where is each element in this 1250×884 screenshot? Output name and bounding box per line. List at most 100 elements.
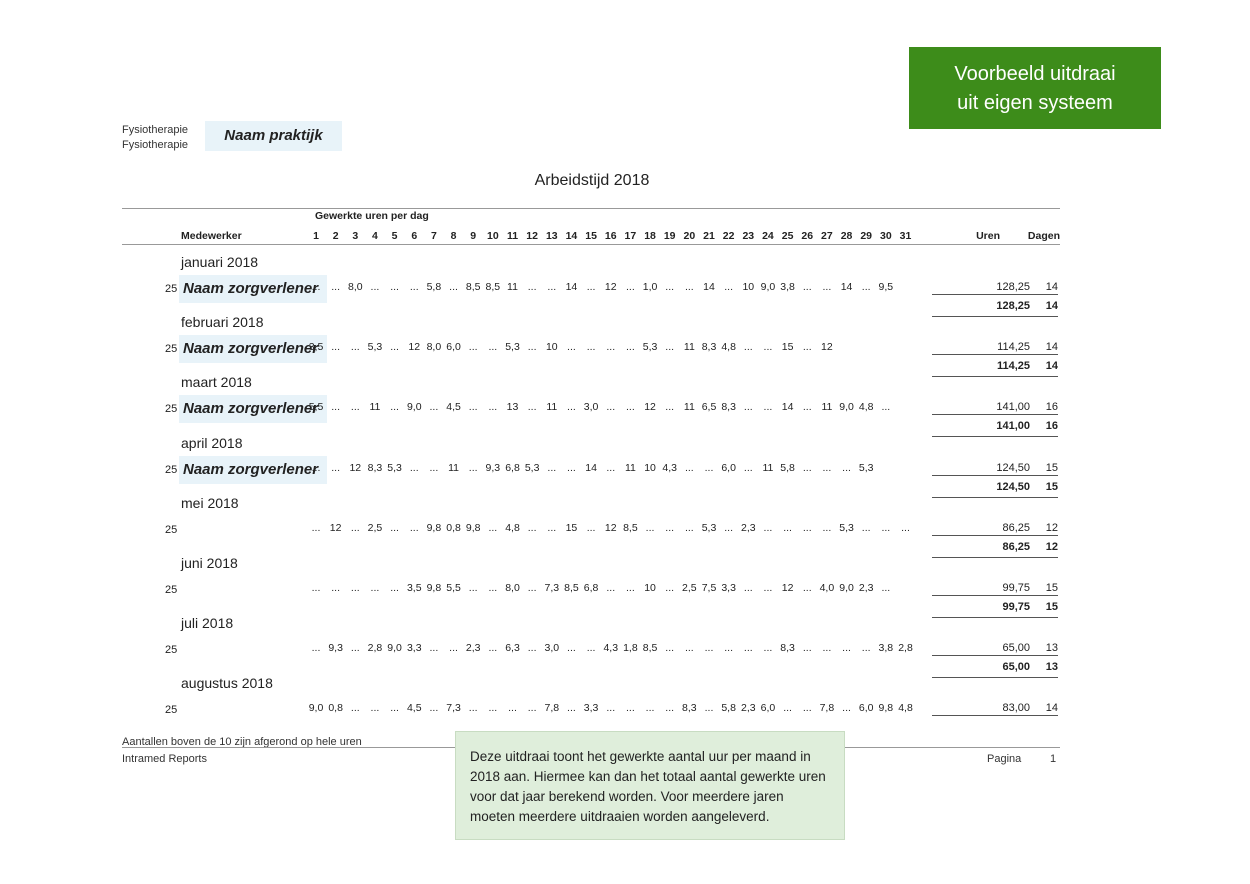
day-hours-cell: ... (763, 521, 773, 534)
day-header-13: 13 (545, 230, 558, 242)
day-hours-cell: ... (881, 521, 891, 534)
day-hours-cell: ... (567, 642, 576, 655)
day-hours-cell: 11 (448, 461, 459, 474)
total-hours: 86,25 (1002, 540, 1030, 553)
day-hours-cell: ... (350, 401, 360, 414)
page-number: 1 (1050, 753, 1057, 765)
employee-name: Naam zorgverlener (179, 455, 327, 484)
row-days: 13 (1045, 642, 1058, 655)
day-header-9: 9 (470, 230, 477, 242)
day-hours-cell: ... (449, 281, 458, 293)
day-hours-cell: 4,0 (819, 582, 835, 594)
day-header-22: 22 (722, 230, 735, 242)
day-hours-cell: ... (567, 702, 576, 715)
day-hours-cell: ... (763, 642, 773, 655)
day-hours-cell: ... (861, 521, 871, 534)
day-hours-cell: ... (724, 521, 734, 534)
day-hours-cell: 12 (821, 341, 833, 354)
total-rule (932, 436, 1058, 438)
day-hours-cell: ... (665, 642, 675, 655)
day-hours-cell: 15 (781, 341, 794, 354)
day-hours-cell: ... (527, 341, 537, 354)
day-hours-cell: ... (802, 642, 812, 655)
day-header-16: 16 (604, 230, 617, 242)
month-label: mei 2018 (181, 494, 239, 511)
hours-per-day-label: Gewerkte uren per dag (315, 210, 429, 222)
day-hours-cell: ... (743, 461, 753, 474)
day-hours-cell: 5,3 (387, 461, 402, 474)
day-header-20: 20 (683, 230, 696, 242)
month-label: januari 2018 (181, 254, 259, 270)
row-days: 15 (1045, 461, 1058, 474)
total-days: 14 (1045, 360, 1058, 373)
day-hours-cell: 4,8 (505, 521, 520, 534)
day-hours-cell: ... (586, 642, 596, 655)
day-hours-cell: ... (724, 281, 734, 293)
employee-code: 25 (165, 283, 178, 295)
day-hours-cell: ... (724, 642, 734, 655)
employee-code: 25 (165, 403, 178, 416)
day-hours-cell: ... (822, 281, 832, 293)
total-hours: 114,25 (996, 360, 1030, 373)
day-hours-cell: ... (881, 582, 891, 594)
day-hours-cell: 2,5 (682, 582, 697, 594)
day-hours-cell: 9,8 (426, 521, 442, 534)
day-hours-cell: 3,0 (544, 642, 560, 655)
row-rule (932, 414, 1058, 416)
day-hours-cell: ... (488, 642, 498, 655)
day-hours-cell: ... (527, 521, 537, 534)
day-hours-cell: ... (370, 702, 380, 715)
employee-code: 25 (165, 523, 178, 536)
day-hours-cell: 14 (565, 281, 578, 293)
day-hours-cell: 2,3 (740, 521, 756, 534)
day-header-1: 1 (313, 230, 319, 242)
day-hours-cell: 5,8 (721, 702, 736, 715)
day-hours-cell: ... (449, 642, 458, 655)
day-hours-cell: ... (488, 702, 498, 715)
employee-name: Naam zorgverlener (179, 395, 327, 424)
day-hours-cell: 11 (683, 341, 695, 354)
day-hours-cell: ... (547, 521, 557, 534)
day-hours-cell: 11 (624, 461, 636, 474)
total-rule (932, 556, 1058, 558)
day-hours-cell: 12 (781, 582, 794, 594)
day-hours-cell: 0,8 (328, 702, 343, 715)
total-hours: 124,50 (996, 480, 1030, 493)
day-hours-cell: ... (743, 341, 753, 354)
day-hours-cell: ... (350, 582, 360, 594)
day-hours-cell: ... (468, 401, 478, 414)
day-header-2: 2 (332, 230, 339, 242)
row-hours: 141,00 (996, 401, 1030, 414)
day-hours-cell: 15 (565, 521, 578, 534)
day-header-28: 28 (840, 230, 853, 242)
day-hours-cell: ... (665, 341, 675, 354)
day-hours-cell: ... (743, 582, 753, 594)
row-days: 14 (1045, 702, 1058, 715)
total-days: 13 (1045, 661, 1058, 674)
day-hours-cell: 8,0 (426, 341, 442, 354)
employee-code: 25 (165, 343, 178, 356)
category-label-2: Fysiotherapie (122, 139, 189, 151)
day-hours-cell: 2,8 (898, 642, 913, 655)
day-hours-cell: 4,3 (662, 461, 677, 474)
day-hours-cell: 0,8 (446, 521, 461, 534)
day-hours-cell: ... (802, 521, 812, 534)
row-rule (932, 534, 1058, 536)
day-hours-cell: 7,8 (544, 702, 560, 715)
row-rule (932, 294, 1058, 295)
day-hours-cell: ... (488, 521, 498, 534)
day-hours-cell: ... (508, 702, 517, 715)
day-hours-cell: 14 (585, 461, 597, 474)
day-hours-cell: 5,3 (858, 461, 874, 474)
day-hours-cell: 8,3 (682, 702, 697, 715)
day-hours-cell: ... (822, 461, 832, 474)
row-days: 14 (1045, 281, 1058, 293)
day-hours-cell: ... (527, 281, 537, 293)
practice-name: Naam praktijk (205, 121, 342, 151)
banner-line-2: uit eigen systeem (957, 92, 1113, 114)
row-days: 15 (1045, 582, 1058, 594)
day-header-31: 31 (899, 230, 912, 242)
day-hours-cell: ... (704, 702, 714, 715)
day-hours-cell: 5,3 (642, 341, 658, 354)
day-hours-cell: 2,3 (858, 582, 874, 594)
